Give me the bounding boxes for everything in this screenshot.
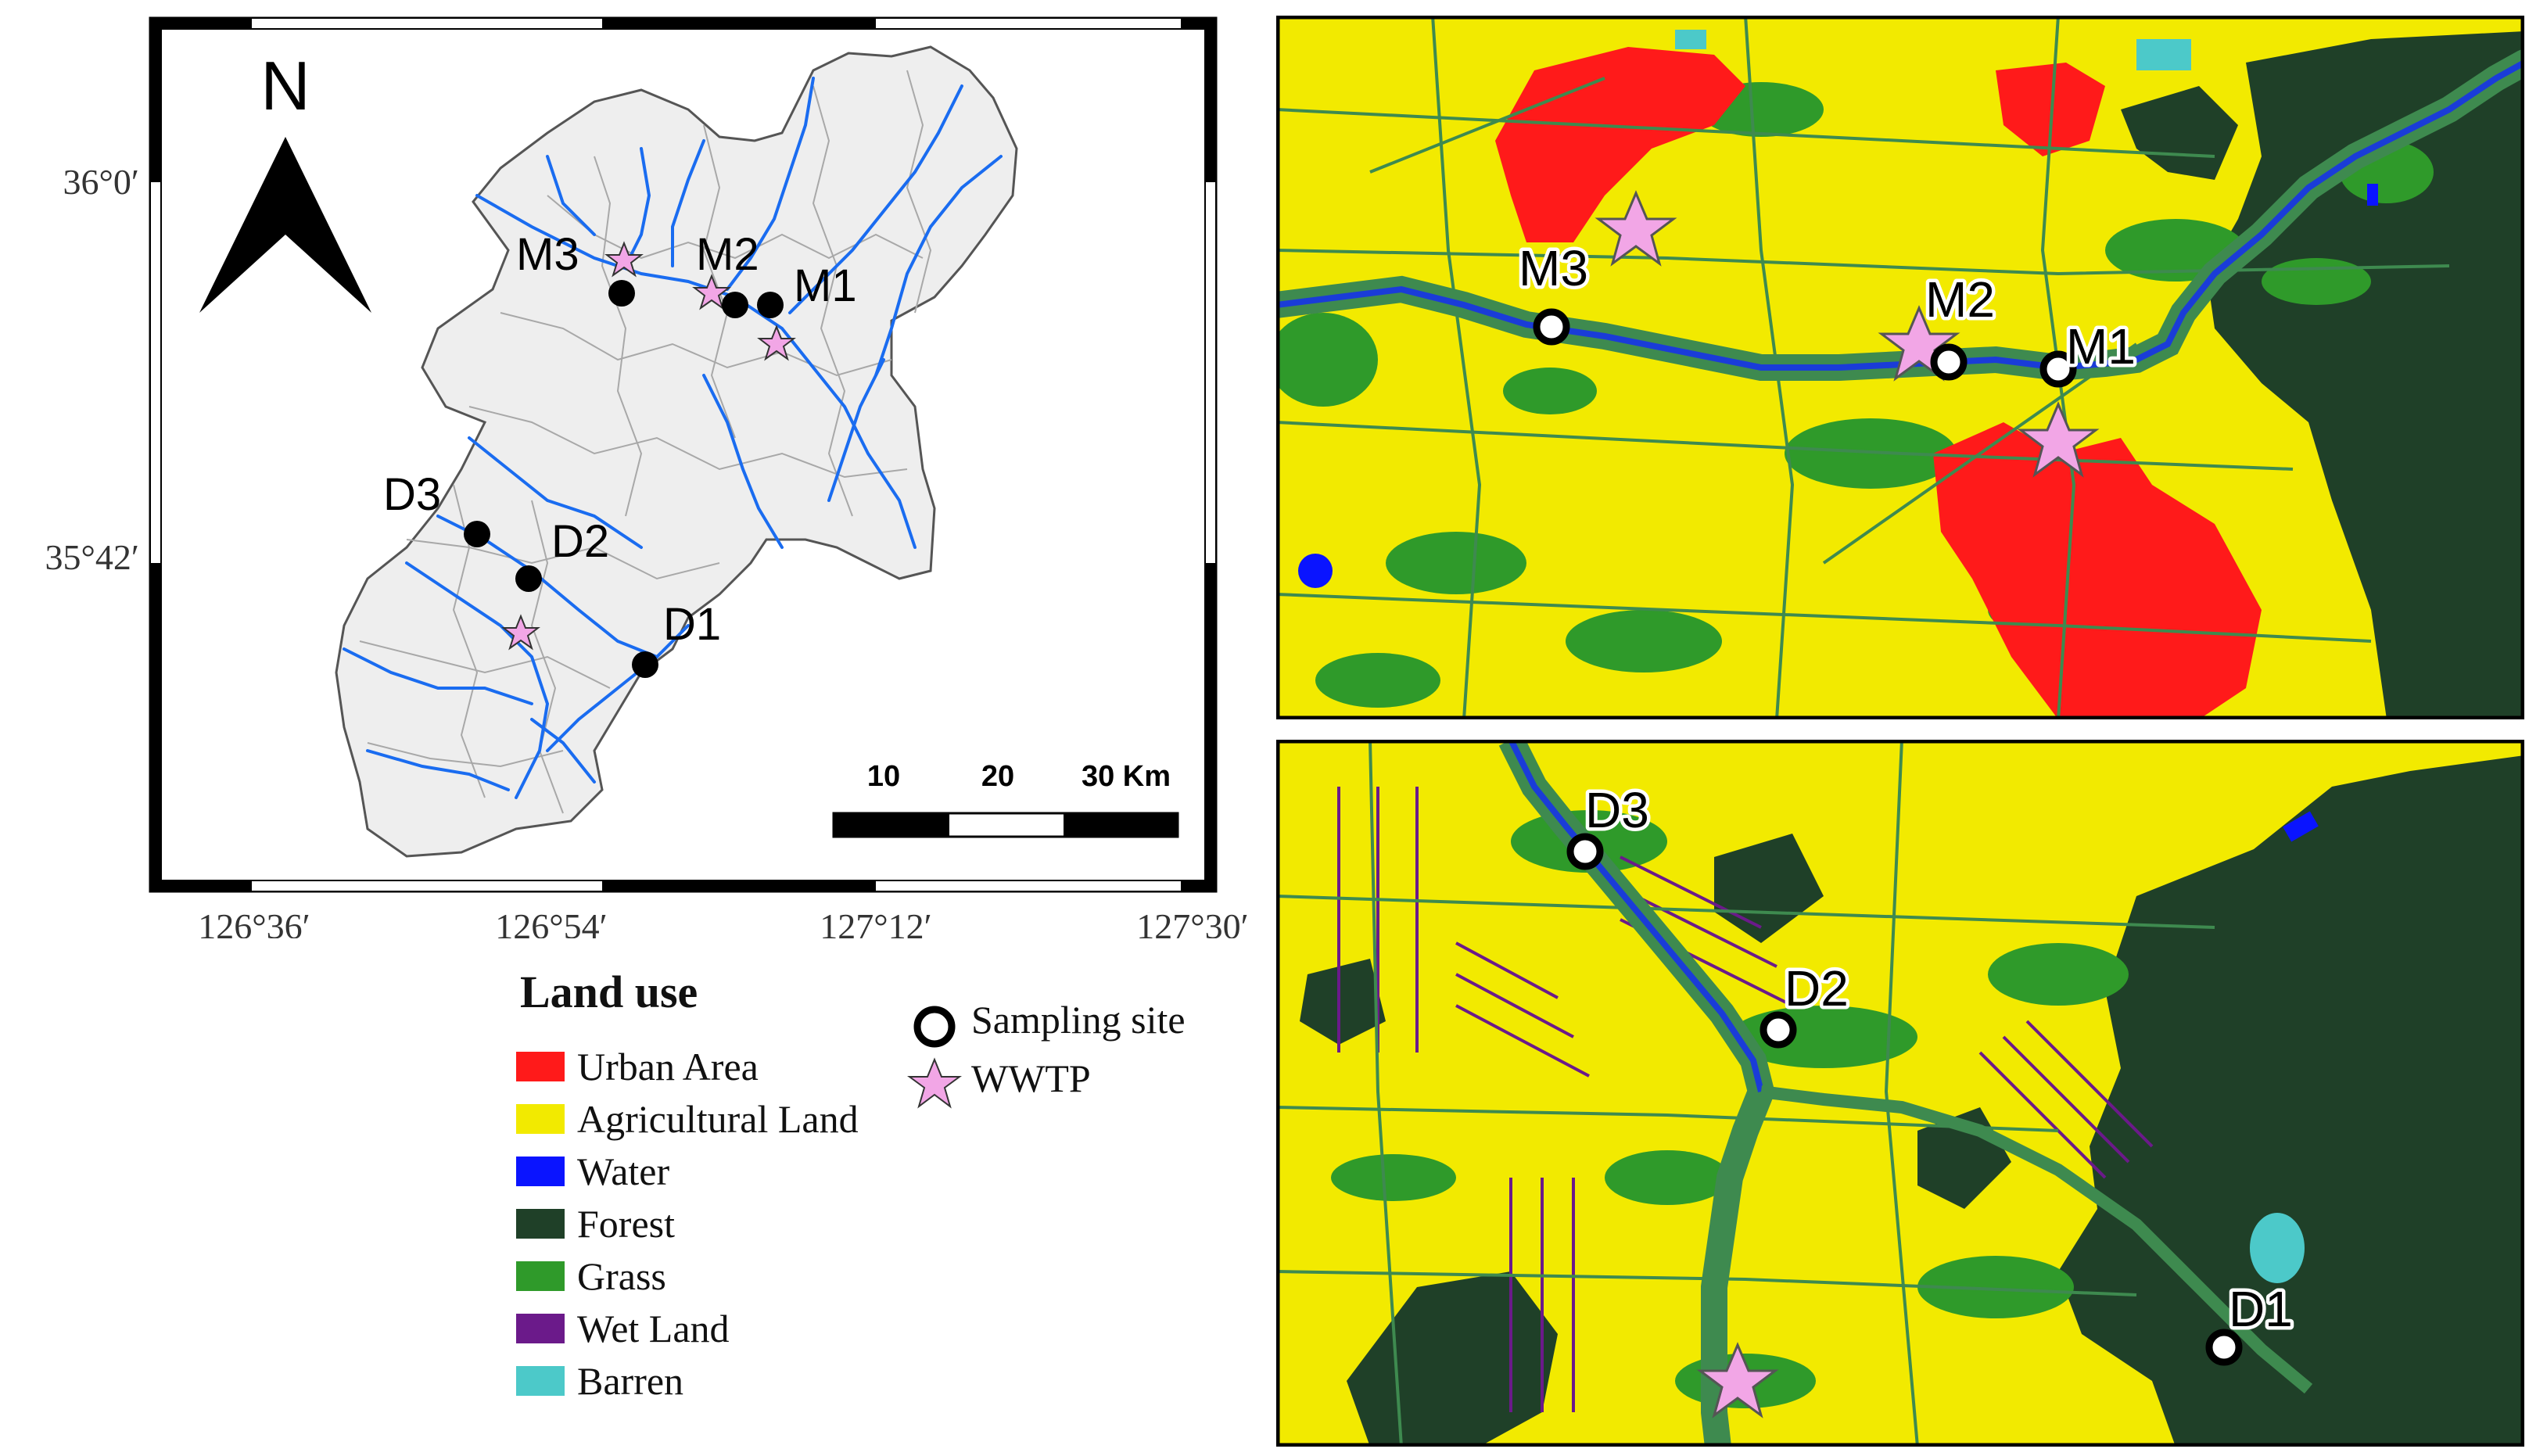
detail-site-label-m2: M2 — [1925, 271, 1995, 328]
road-network — [1276, 16, 2450, 719]
river-channel — [1508, 740, 1764, 1092]
water-bodies — [1298, 184, 2378, 588]
legend-label-agricultural: Agricultural Land — [577, 1097, 859, 1141]
scale-bar — [832, 812, 1179, 838]
legend-label-wwtp: WWTP — [971, 1056, 1091, 1100]
overview-site-label-m3: M3 — [516, 229, 579, 280]
overview-sampling-site-dots — [464, 280, 784, 678]
legend-label-water: Water — [577, 1149, 670, 1193]
legend-swatch-urban — [516, 1052, 565, 1081]
detail-site-label-m1: M1 — [2066, 318, 2136, 375]
barren-patches — [1675, 30, 2191, 70]
land-use-legend: Land use Urban Area Agricultural Land Wa… — [500, 966, 1282, 1451]
legend-swatch-forest — [516, 1209, 565, 1239]
lon-label-126-36: 126°36′ — [198, 906, 310, 938]
sampling-site-circle-icon — [913, 1006, 956, 1048]
lon-label-127-30: 127°30′ — [1136, 906, 1248, 938]
detail-site-label-d2: D2 — [1785, 960, 1849, 1017]
legend-label-forest: Forest — [577, 1202, 675, 1246]
wwtp-star-icon — [1696, 1342, 1779, 1418]
legend-swatch-grass — [516, 1261, 565, 1291]
overview-map-canvas: N — [45, 16, 1249, 938]
north-label: N — [260, 47, 310, 124]
wwtp-star-icon — [907, 1057, 962, 1109]
overview-site-label-d3: D3 — [383, 469, 441, 520]
river-channel — [1276, 59, 2524, 371]
lat-label-35-42: 35°42′ — [45, 537, 139, 577]
lon-label-127-12: 127°12′ — [820, 906, 931, 938]
water-bodies — [2283, 811, 2319, 842]
legend-label-barren: Barren — [577, 1359, 684, 1403]
detail-map-upper-frame — [1276, 16, 2524, 719]
detail-site-label-d1: D1 — [2229, 1281, 2293, 1337]
wwtp-star-icon — [1595, 190, 2100, 478]
map-border-bars — [149, 17, 1217, 892]
legend-swatch-barren — [516, 1366, 565, 1396]
tributary — [1760, 1085, 2313, 1394]
legend-symbols — [907, 1006, 962, 1109]
detail-map-lower: D3 D2 D1 — [1276, 740, 2524, 1447]
legend-label-grass: Grass — [577, 1254, 666, 1298]
legend-label-sampling-site: Sampling site — [971, 998, 1186, 1042]
detail-map-lower-frame — [1276, 740, 2524, 1447]
overview-site-label-m2: M2 — [696, 229, 759, 280]
detail-map-upper-canvas: M3 M2 M1 — [1276, 16, 2524, 719]
stream-network — [343, 77, 1003, 799]
scale-bar-label-20: 20 — [981, 760, 1014, 793]
detail-map-upper: M3 M2 M1 — [1276, 16, 2524, 719]
road-network — [1276, 740, 2215, 1447]
sampling-site-circle-icon — [1566, 833, 2243, 1366]
scale-bar-label-10: 10 — [867, 760, 900, 793]
detail-site-label-m3: M3 — [1519, 240, 1588, 296]
legend-label-urban: Urban Area — [577, 1045, 759, 1088]
legend-title: Land use — [520, 966, 698, 1017]
scale-bar-label-30km: 30 Km — [1082, 760, 1171, 793]
wetland-channels — [1337, 787, 2154, 1412]
detail-site-label-d3: D3 — [1585, 782, 1649, 838]
legend-swatch-agricultural — [516, 1104, 565, 1134]
legend-swatch-water — [516, 1157, 565, 1186]
overview-map: N — [0, 0, 1251, 938]
legend-label-wetland: Wet Land — [577, 1307, 730, 1350]
detail-map-lower-canvas: D3 D2 D1 — [1276, 740, 2524, 1447]
north-arrow-icon — [199, 137, 371, 313]
barren-patches — [2250, 1213, 2305, 1283]
overview-site-label-m1: M1 — [794, 260, 857, 311]
overview-site-label-d2: D2 — [551, 516, 609, 567]
overview-site-label-d1: D1 — [663, 599, 721, 650]
legend-swatch-wetland — [516, 1314, 565, 1343]
lat-label-36-0: 36°0′ — [63, 162, 139, 202]
wwtp-star-icon — [501, 241, 796, 651]
sampling-site-circle-icon — [1533, 308, 2077, 388]
lon-label-126-54: 126°54′ — [495, 906, 607, 938]
